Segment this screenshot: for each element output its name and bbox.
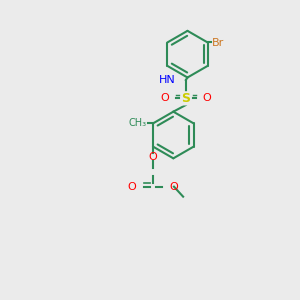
Text: O: O <box>160 93 169 103</box>
Text: O: O <box>128 182 136 192</box>
Text: Br: Br <box>212 38 224 47</box>
Text: O: O <box>149 152 158 162</box>
Text: HN: HN <box>159 75 176 85</box>
Text: O: O <box>202 93 211 103</box>
Text: O: O <box>170 182 178 192</box>
Text: CH₃: CH₃ <box>128 118 146 128</box>
Text: S: S <box>181 92 190 105</box>
